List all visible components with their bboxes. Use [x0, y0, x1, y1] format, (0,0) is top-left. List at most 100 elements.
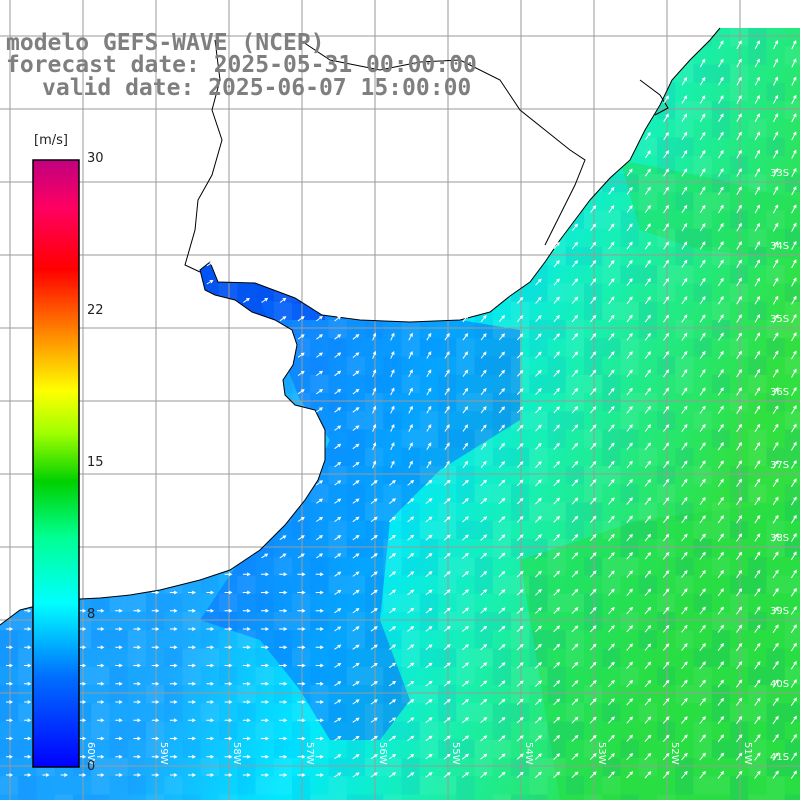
- grid-cell: [620, 301, 639, 321]
- wind-arrow: [626, 588, 633, 597]
- wind-arrow: [169, 608, 178, 613]
- grid-cell: [365, 374, 384, 394]
- wind-arrow: [407, 607, 415, 614]
- grid-cell: [310, 666, 329, 686]
- grid-cell: [693, 648, 712, 667]
- wind-arrow: [644, 752, 652, 761]
- wind-arrow: [553, 314, 560, 323]
- grid-cell: [584, 283, 603, 302]
- wind-arrow: [426, 405, 432, 414]
- wind-arrow: [571, 296, 579, 304]
- grid-cell: [730, 648, 749, 667]
- wind-arrow: [608, 241, 615, 250]
- wind-arrow: [735, 734, 743, 743]
- wind-arrow: [717, 697, 725, 706]
- wind-arrow: [736, 496, 743, 506]
- wind-arrow: [461, 717, 470, 724]
- grid-cell: [584, 557, 603, 576]
- grid-cell: [529, 466, 548, 485]
- wind-arrow: [553, 515, 561, 523]
- grid-cell: [419, 685, 439, 704]
- wind-arrow: [188, 608, 196, 613]
- grid-cell: [474, 356, 493, 375]
- wind-arrow: [461, 771, 470, 778]
- grid-cell: [766, 703, 785, 722]
- wind-arrow: [571, 351, 579, 359]
- grid-cell: [711, 247, 731, 266]
- wind-arrow: [426, 351, 432, 359]
- wind-arrow: [681, 661, 688, 670]
- wind-arrow: [297, 681, 306, 686]
- wind-arrow: [224, 700, 233, 704]
- wind-arrow: [516, 461, 524, 468]
- wind-arrow: [535, 424, 542, 432]
- grid-cell: [693, 155, 712, 175]
- wind-arrow: [626, 278, 633, 286]
- grid-cell: [492, 447, 512, 467]
- wind-arrow: [791, 76, 797, 86]
- wind-arrow: [791, 222, 797, 232]
- grid-cell: [584, 466, 603, 485]
- wind-arrow: [535, 607, 542, 614]
- wind-arrow: [790, 569, 797, 579]
- grid-cell: [675, 101, 694, 120]
- wind-arrow: [754, 186, 760, 196]
- grid-cell: [310, 685, 329, 704]
- grid-cell: [109, 593, 128, 613]
- grid-cell: [255, 593, 274, 613]
- wind-arrow: [662, 551, 670, 560]
- grid-cell: [547, 630, 566, 649]
- wind-arrow: [790, 587, 797, 597]
- wind-arrow: [6, 736, 14, 741]
- grid-cell: [292, 648, 311, 667]
- wind-arrow: [790, 642, 797, 652]
- wind-arrow: [334, 535, 342, 541]
- wind-arrow: [462, 314, 469, 323]
- grid-cell: [620, 794, 639, 800]
- wind-arrow: [589, 424, 597, 432]
- wind-arrow: [261, 608, 270, 613]
- wind-arrow: [443, 497, 451, 505]
- longitude-label: 57W: [304, 742, 315, 765]
- grid-cell: [365, 411, 384, 430]
- wind-arrow: [608, 734, 615, 742]
- wind-arrow: [681, 442, 688, 451]
- wind-arrow: [772, 423, 779, 433]
- wind-arrow: [553, 497, 561, 505]
- grid-cell: [657, 155, 676, 175]
- wind-arrow: [133, 700, 142, 704]
- grid-cell: [146, 739, 165, 759]
- wind-arrow: [772, 752, 779, 761]
- wind-arrow: [736, 149, 742, 159]
- wind-arrow: [626, 205, 633, 213]
- wind-arrow: [718, 113, 724, 123]
- grid-cell: [547, 739, 566, 759]
- wind-arrow: [78, 754, 87, 759]
- wind-arrow: [663, 186, 669, 195]
- wind-arrow: [644, 533, 652, 542]
- wind-arrow: [334, 772, 342, 778]
- grid-cell: [529, 411, 548, 430]
- grid-cell: [346, 612, 366, 631]
- grid-cell: [657, 101, 676, 120]
- wind-arrow: [718, 95, 724, 104]
- wind-arrow: [443, 589, 451, 596]
- wind-arrow: [334, 571, 342, 577]
- wind-arrow: [662, 606, 670, 615]
- wind-arrow: [78, 773, 87, 777]
- wind-arrow: [206, 663, 215, 668]
- wind-arrow: [352, 388, 360, 395]
- wind-arrow: [498, 735, 506, 742]
- wind-arrow: [717, 314, 724, 323]
- wind-arrow: [608, 570, 615, 578]
- grid-cell: [292, 721, 311, 740]
- wind-arrow: [608, 387, 615, 396]
- wind-arrow: [626, 241, 633, 250]
- wind-arrow: [681, 679, 688, 688]
- wind-arrow: [736, 314, 742, 323]
- wind-arrow: [443, 625, 451, 632]
- wind-arrow: [390, 405, 395, 414]
- wind-arrow: [626, 351, 633, 359]
- grid-cell: [730, 593, 749, 613]
- grid-cell: [456, 484, 475, 503]
